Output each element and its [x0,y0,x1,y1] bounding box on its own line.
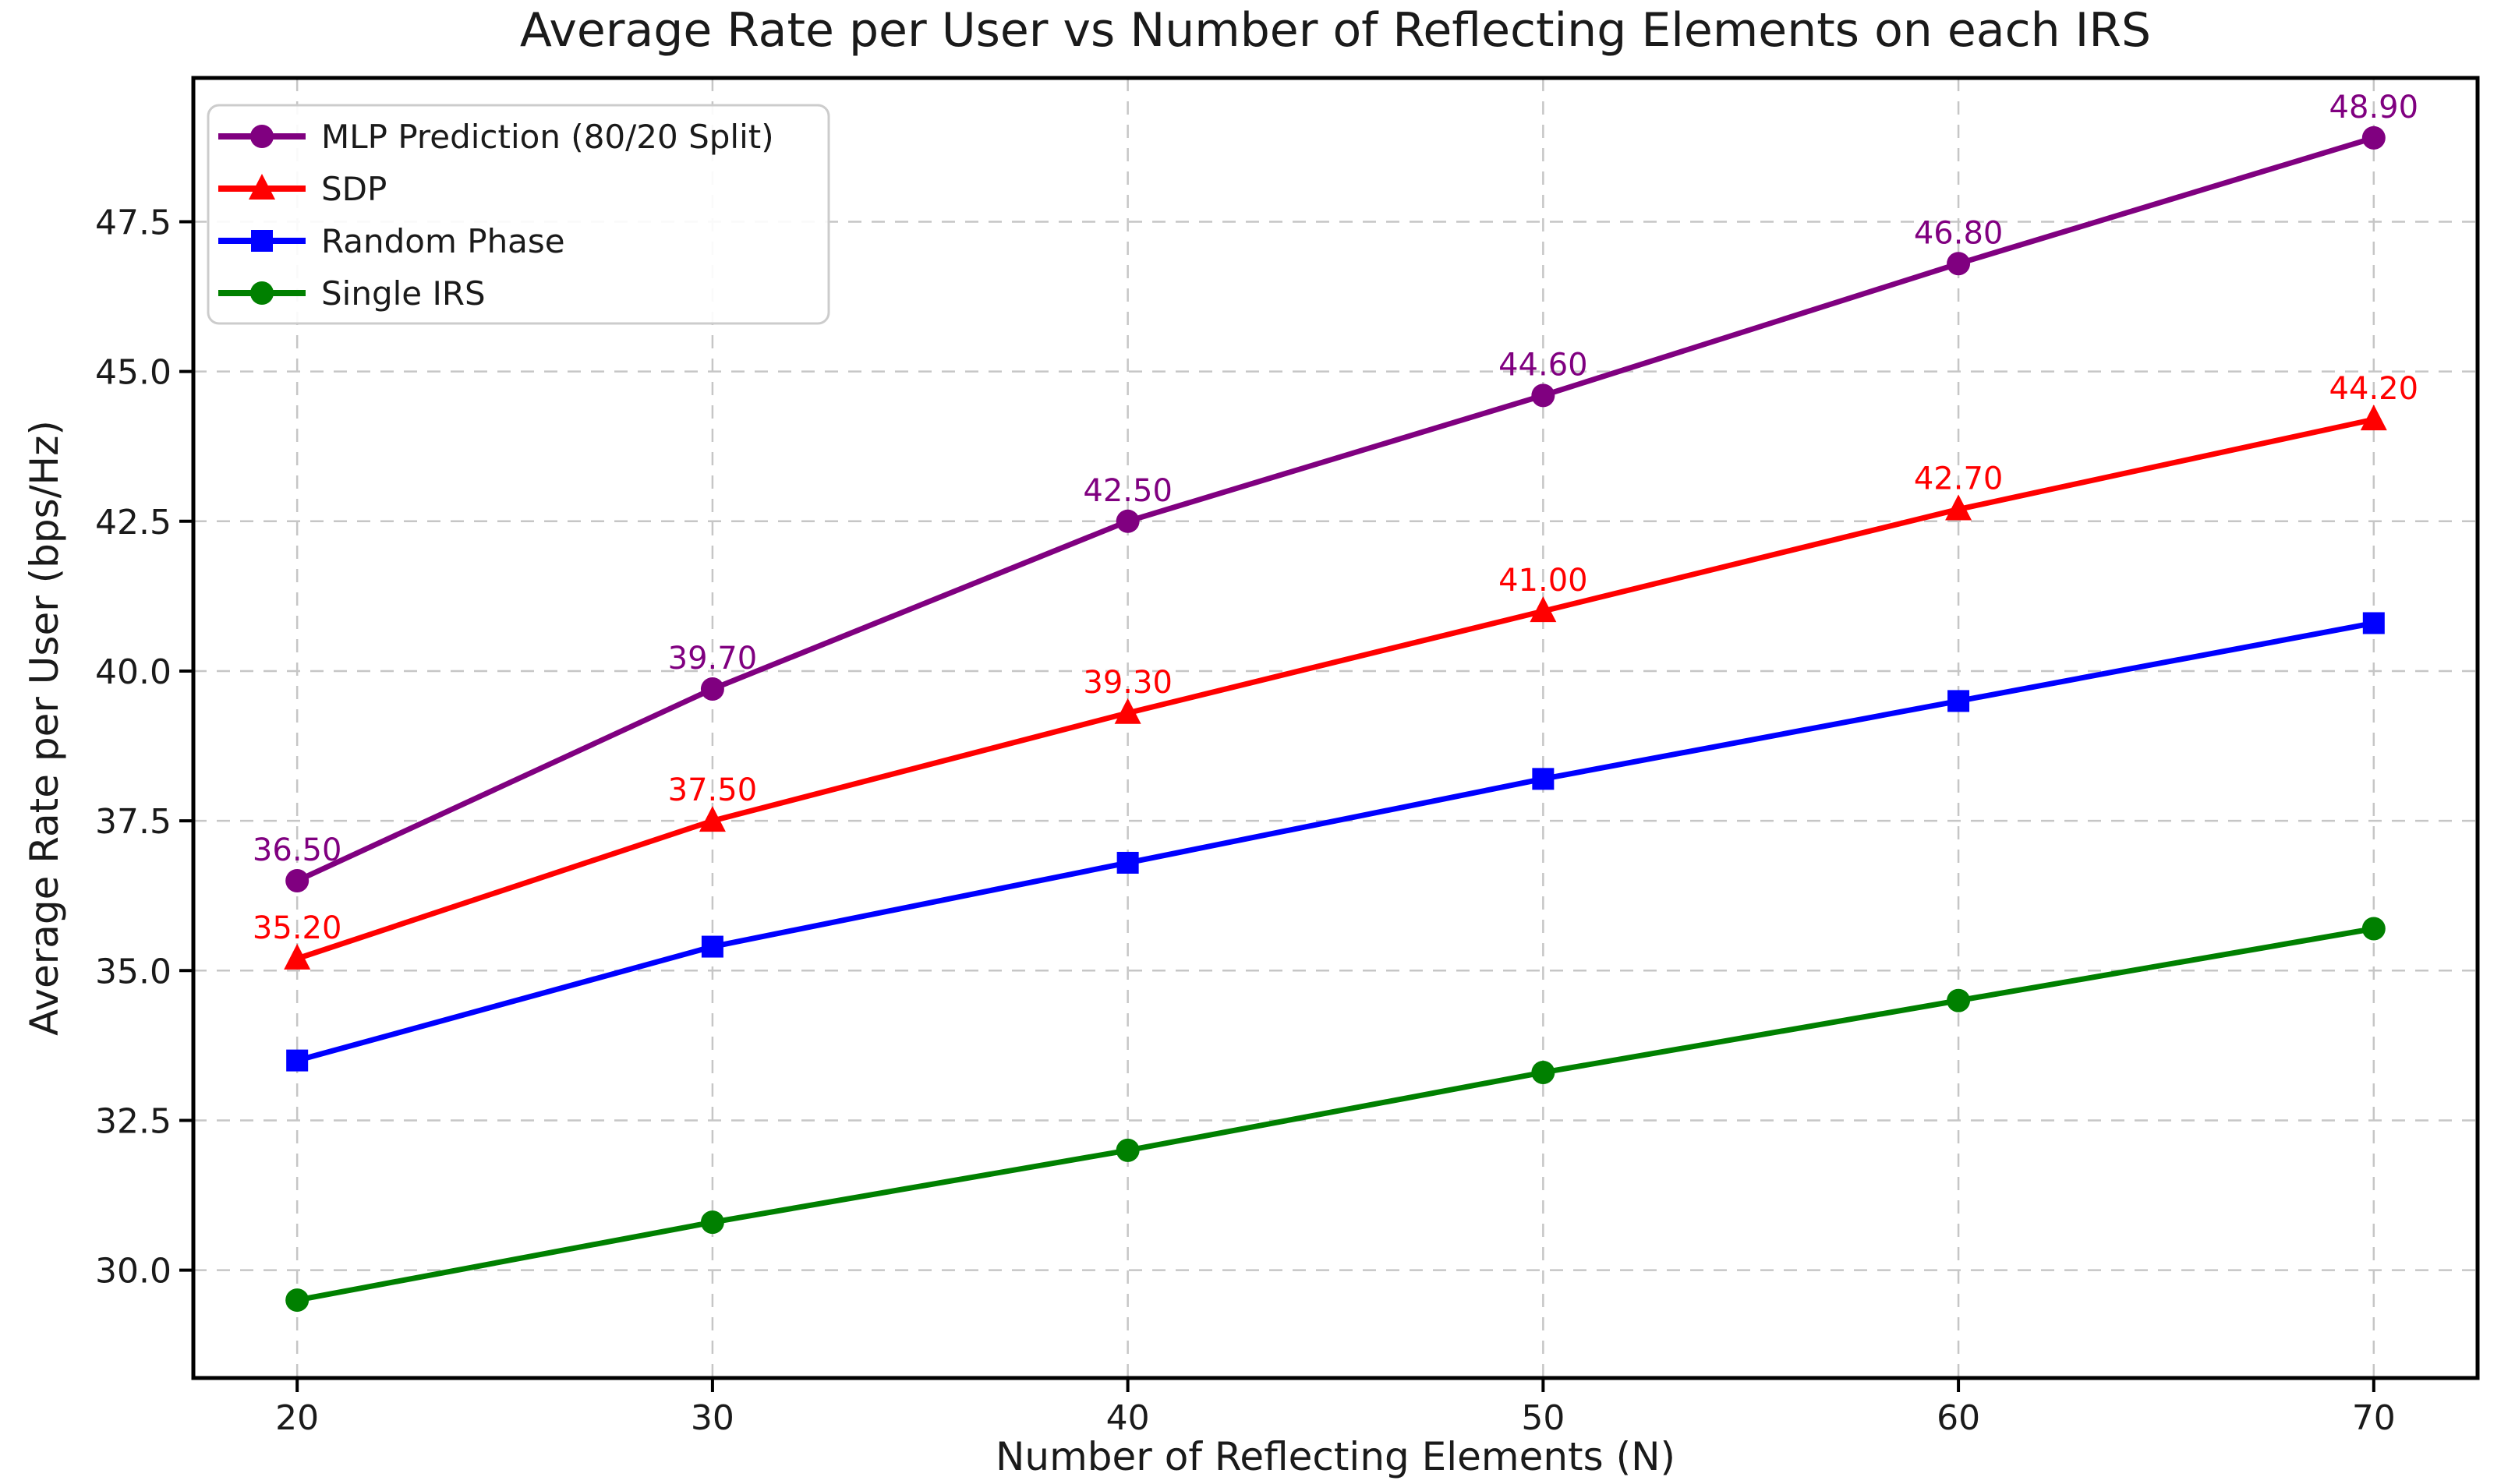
legend-item-random-phase: Random Phase [218,222,565,260]
data-point-marker-circle [1531,1060,1555,1084]
data-point-marker-circle [250,281,274,305]
x-axis-label: Number of Reflecting Elements (N) [995,1434,1676,1479]
data-point-label: 35.20 [253,910,342,946]
y-tick-label: 47.5 [95,203,172,242]
data-point-marker-circle [1116,1138,1140,1162]
legend-label: MLP Prediction (80/20 Split) [321,118,774,156]
series-random-phase [286,612,2385,1072]
data-point-label: 39.70 [668,641,758,677]
chart-title: Average Rate per User vs Number of Refle… [519,3,2152,58]
data-point-marker-circle [1947,252,1971,276]
tick-marks [179,220,2375,1392]
data-point-label: 44.60 [1498,347,1588,383]
data-point-marker-circle [700,677,724,701]
data-point-marker-circle [2361,125,2386,150]
legend-item-sdp: SDP [218,170,387,208]
x-tick-label: 70 [2352,1398,2396,1438]
series-mlp-prediction-80-20-split-: 36.50 39.70 42.50 44.60 46.80 48.90 [253,90,2419,893]
data-point-marker-triangle [1945,494,1972,521]
y-tick-label: 32.5 [95,1101,172,1141]
data-point-marker-triangle [699,806,726,832]
data-point-label: 44.20 [2329,371,2419,407]
legend-label: Single IRS [321,274,486,313]
data-point-label: 42.70 [1914,461,2004,496]
data-point-label: 41.00 [1498,563,1588,599]
x-tick-label: 40 [1106,1398,1150,1438]
data-point-label: 39.30 [1083,665,1173,701]
series-line [294,926,2377,1303]
x-tick-label: 50 [1521,1398,1565,1438]
axes-frame [191,76,2480,1380]
x-tick-label: 30 [691,1398,734,1438]
y-tick-label: 45.0 [95,353,172,393]
data-point-marker-square [251,230,273,252]
legend-item-single-irs: Single IRS [218,274,486,313]
y-tick-label: 30.0 [95,1252,172,1291]
data-point-marker-triangle [2360,405,2387,431]
series-sdp: 35.20 37.50 39.30 41.00 42.70 44.20 [253,371,2418,970]
data-point-label: 46.80 [1914,215,2004,251]
data-point-marker-circle [1116,509,1140,533]
y-axis-label: Average Rate per User (bps/Hz) [22,420,67,1036]
data-point-label: 36.50 [253,832,342,868]
data-point-marker-triangle [284,943,311,970]
y-tick-label: 40.0 [95,652,172,692]
y-tick-label: 42.5 [95,503,172,542]
legend-item-mlp-prediction-80-20-split-: MLP Prediction (80/20 Split) [218,118,774,156]
data-point-marker-triangle [1530,596,1557,623]
data-point-marker-circle [1947,988,1971,1012]
data-point-marker-square [1947,690,1970,712]
data-point-marker-square [2362,612,2385,634]
data-point-marker-circle [285,869,310,893]
data-point-label: 48.90 [2329,90,2419,125]
data-point-marker-circle [700,1210,724,1235]
data-point-marker-square [1116,851,1139,874]
data-point-marker-circle [1531,383,1555,408]
x-tick-label: 20 [275,1398,319,1438]
y-tick-label: 35.0 [95,952,172,991]
legend-box [207,104,830,325]
data-point-marker-triangle [1114,698,1141,724]
tick-labels: 20 30 40 50 60 70 30.0 32.5 35.0 37.5 40.0 42.5 45.0… [95,203,2396,1438]
legend-label: SDP [321,170,387,208]
data-point-label: 37.50 [668,772,758,808]
data-point-marker-triangle [249,174,275,200]
series-line [294,135,2377,884]
data-point-marker-square [286,1049,309,1072]
x-tick-label: 60 [1937,1398,1980,1438]
data-point-marker-circle [2361,917,2386,941]
legend-label: Random Phase [321,222,565,260]
series-line [294,416,2377,962]
y-tick-label: 37.5 [95,802,172,842]
data-point-marker-square [1532,768,1555,790]
series-single-irs [285,917,2386,1313]
series-line [294,620,2377,1064]
data-point-marker-square [701,935,723,958]
data-point-marker-circle [285,1288,310,1313]
data-point-label: 42.50 [1083,473,1173,509]
data-point-marker-circle [250,125,274,148]
legend: MLP Prediction (80/20 Split) SDP Random Ph… [207,104,830,325]
